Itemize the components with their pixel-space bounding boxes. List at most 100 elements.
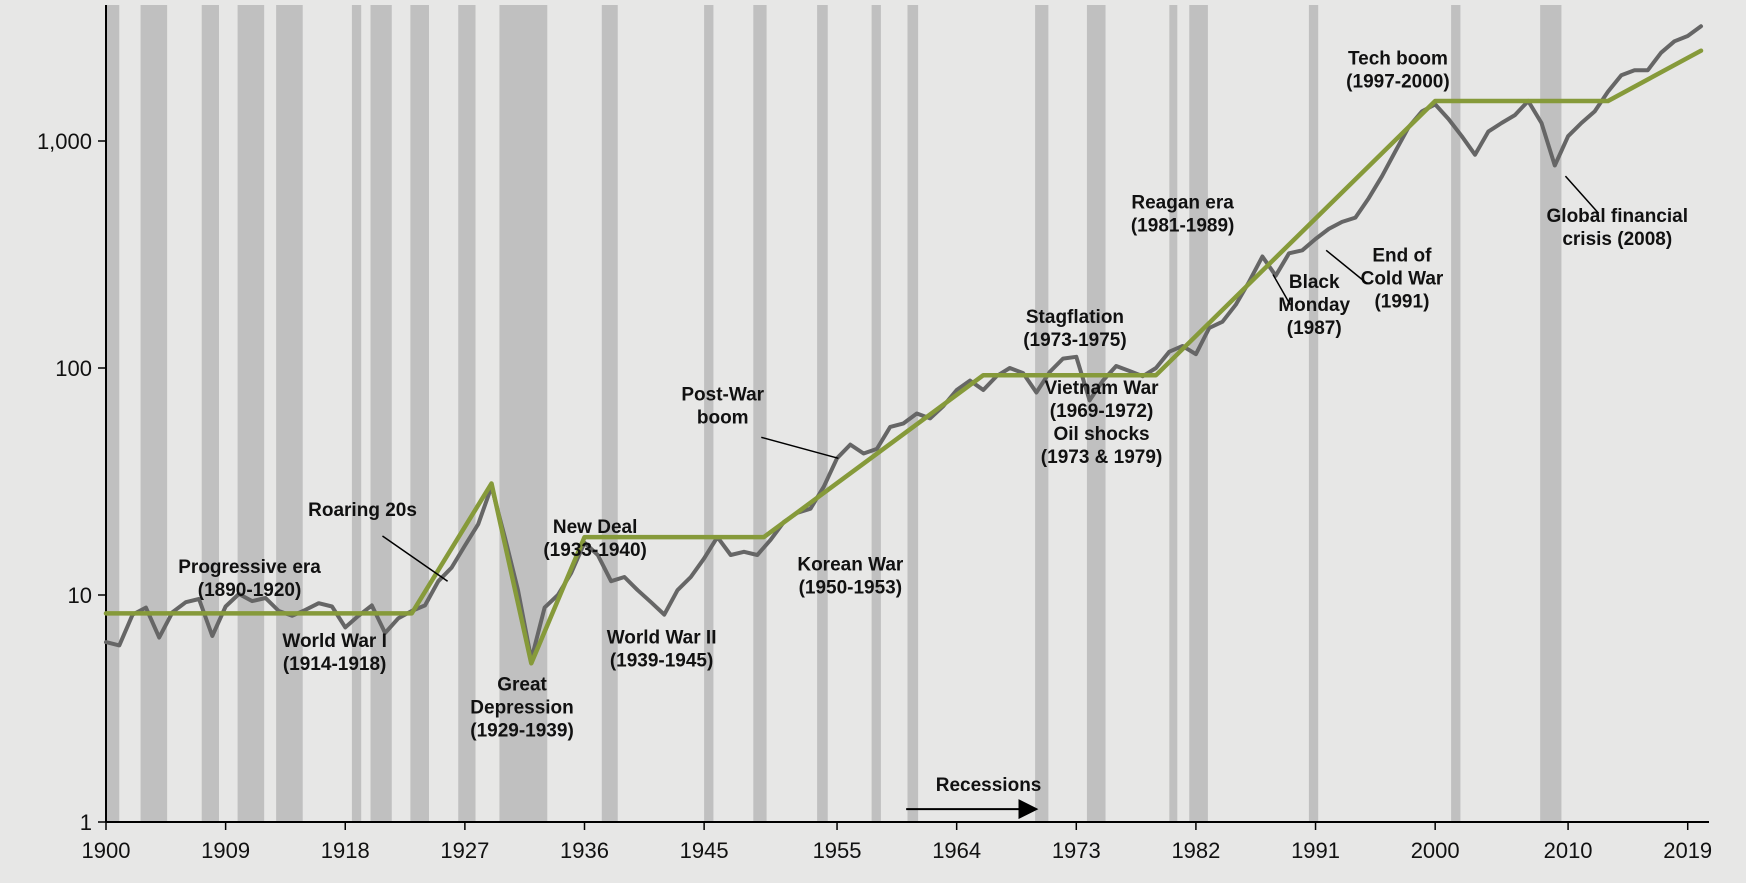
- x-tick-label: 1918: [321, 838, 370, 863]
- annotation-line: Reagan era: [1131, 192, 1234, 213]
- annotation-line: (1987): [1287, 318, 1342, 339]
- annotation-label: Post-War boom: [681, 384, 764, 428]
- x-tick-label: 1991: [1291, 838, 1340, 863]
- y-axis-ticks: 1 10 100 1,000: [37, 129, 106, 835]
- annotation-pointer: [1564, 175, 1600, 214]
- x-tick-label: 1927: [440, 838, 489, 863]
- annotation-label: Black Monday (1987): [1278, 272, 1350, 339]
- annotation-line: Progressive era: [178, 557, 321, 578]
- annotation-label: Korean War (1950-1953): [797, 555, 904, 599]
- annotation-label: Stagflation (1973-1975): [1023, 307, 1127, 351]
- annotation-line: (1973 & 1979): [1041, 447, 1162, 468]
- y-tick-label: 10: [68, 583, 92, 608]
- annotation-line: Recessions: [936, 775, 1042, 796]
- x-axis-ticks: 1900 1909 1918 1927 1936 1945 1955 1964 1973 1982…: [82, 822, 1712, 863]
- annotation-pointer: [1325, 249, 1368, 285]
- annotation-line: Stagflation: [1026, 307, 1124, 328]
- recession-band: [351, 5, 362, 822]
- x-tick-label: 2000: [1411, 838, 1460, 863]
- x-tick-label: 1909: [201, 838, 250, 863]
- recession-band: [370, 5, 392, 822]
- recession-band: [201, 5, 219, 822]
- annotation-line: Oil shocks: [1053, 424, 1149, 445]
- annotation-line: (1933-1940): [543, 540, 647, 561]
- annotation-label: End of Cold War (1991): [1361, 245, 1444, 312]
- annotation-line: Post-War: [681, 384, 764, 405]
- annotation-label: Great Depression (1929-1939): [470, 674, 574, 741]
- recession-band: [1035, 5, 1049, 822]
- y-tick-label: 100: [55, 356, 92, 381]
- annotation-label: Tech boom (1997-2000): [1346, 49, 1450, 93]
- annotation-line: (1950-1953): [799, 578, 903, 599]
- x-tick-label: 1982: [1171, 838, 1220, 863]
- annotation-line: (1890-1920): [198, 580, 302, 601]
- annotation-line: Global financial: [1547, 206, 1688, 227]
- annotation-line: Depression: [470, 697, 573, 718]
- recession-band: [601, 5, 618, 822]
- annotation-label: World War II (1939-1945): [607, 628, 717, 672]
- annotation-line: (1997-2000): [1346, 72, 1450, 93]
- annotation-label: Reagan era (1981-1989): [1131, 192, 1235, 236]
- recession-band: [276, 5, 303, 822]
- annotation-line: World War I: [282, 631, 387, 652]
- recession-band: [1308, 5, 1319, 822]
- recession-band: [753, 5, 767, 822]
- annotation-line: (1981-1989): [1131, 215, 1235, 236]
- recession-band: [140, 5, 168, 822]
- annotation-label: Vietnam War (1969-1972) Oil shocks (1973 & …: [1041, 378, 1162, 468]
- index-series-line: [104, 24, 1703, 662]
- annotation-label: Roaring 20s: [308, 500, 417, 521]
- recession-band: [1540, 5, 1562, 822]
- annotation-line: Tech boom: [1348, 49, 1448, 70]
- annotation-line: Monday: [1278, 295, 1350, 316]
- y-tick-label: 1,000: [37, 129, 92, 154]
- y-tick-label: 1: [80, 810, 92, 835]
- x-tick-label: 1945: [680, 838, 729, 863]
- recession-band: [817, 5, 828, 822]
- recession-band: [1451, 5, 1461, 822]
- recession-band: [1086, 5, 1106, 822]
- x-tick-label: 1973: [1052, 838, 1101, 863]
- annotation-label: Progressive era (1890-1920): [178, 557, 321, 601]
- annotation-label: World War I (1914-1918): [282, 631, 387, 675]
- recession-band: [907, 5, 919, 822]
- recession-band: [1169, 5, 1178, 822]
- annotation-line: (1929-1939): [470, 720, 574, 741]
- x-tick-label: 2010: [1544, 838, 1593, 863]
- recession-band: [106, 5, 120, 822]
- recession-band: [410, 5, 429, 822]
- annotation-line: Vietnam War: [1045, 378, 1160, 399]
- recession-band: [704, 5, 714, 822]
- recession-band: [237, 5, 265, 822]
- annotation-line: End of: [1372, 245, 1432, 266]
- annotation-line: New Deal: [553, 517, 637, 538]
- annotation-line: boom: [697, 407, 749, 428]
- x-tick-label: 2019: [1663, 838, 1712, 863]
- recession-band: [1189, 5, 1208, 822]
- annotation-line: crisis (2008): [1562, 229, 1672, 250]
- recession-bands: [106, 5, 1562, 822]
- annotation-pointer: [1272, 274, 1291, 306]
- x-tick-label: 1900: [82, 838, 131, 863]
- annotation-pointer: [761, 436, 839, 460]
- series-lines: [103, 24, 1704, 666]
- annotation-line: Korean War: [797, 555, 904, 576]
- annotation-pointer: [382, 535, 449, 582]
- trend-series-line: [103, 48, 1704, 666]
- annotation-line: (1991): [1374, 291, 1429, 312]
- x-tick-label: 1955: [813, 838, 862, 863]
- annotation-line: (1969-1972): [1050, 401, 1154, 422]
- annotation-label: Global financial crisis (2008): [1547, 206, 1688, 250]
- annotation-label: Recessions: [936, 775, 1042, 796]
- recession-band: [499, 5, 548, 822]
- annotation-label: New Deal (1933-1940): [543, 517, 647, 561]
- recession-band: [871, 5, 881, 822]
- annotation-line: World War II: [607, 628, 717, 649]
- annotation-line: (1973-1975): [1023, 330, 1127, 351]
- annotation-line: Black: [1289, 272, 1340, 293]
- annotation-line: Cold War: [1361, 268, 1444, 289]
- recession-band: [458, 5, 476, 822]
- annotation-line: (1939-1945): [610, 651, 714, 672]
- x-tick-label: 1936: [560, 838, 609, 863]
